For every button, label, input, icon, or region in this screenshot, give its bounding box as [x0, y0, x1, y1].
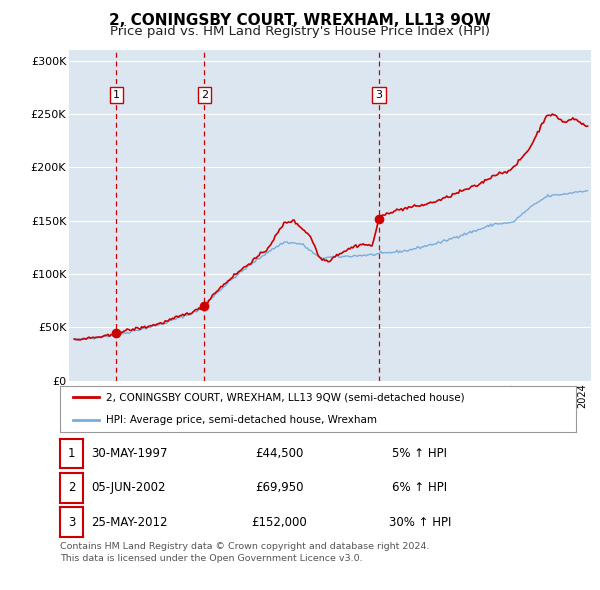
- Text: Price paid vs. HM Land Registry's House Price Index (HPI): Price paid vs. HM Land Registry's House …: [110, 25, 490, 38]
- Text: HPI: Average price, semi-detached house, Wrexham: HPI: Average price, semi-detached house,…: [106, 415, 377, 425]
- Text: 30% ↑ HPI: 30% ↑ HPI: [389, 516, 451, 529]
- Text: 2, CONINGSBY COURT, WREXHAM, LL13 9QW: 2, CONINGSBY COURT, WREXHAM, LL13 9QW: [109, 13, 491, 28]
- Text: 05-JUN-2002: 05-JUN-2002: [92, 481, 166, 494]
- Text: 3: 3: [68, 516, 75, 529]
- Text: 25-MAY-2012: 25-MAY-2012: [91, 516, 167, 529]
- Text: 1: 1: [113, 90, 120, 100]
- Text: Contains HM Land Registry data © Crown copyright and database right 2024.
This d: Contains HM Land Registry data © Crown c…: [60, 542, 430, 563]
- Text: 3: 3: [376, 90, 383, 100]
- Text: 2: 2: [68, 481, 75, 494]
- Text: £152,000: £152,000: [251, 516, 307, 529]
- Text: 6% ↑ HPI: 6% ↑ HPI: [392, 481, 448, 494]
- Text: £44,500: £44,500: [255, 447, 303, 460]
- Text: 5% ↑ HPI: 5% ↑ HPI: [392, 447, 448, 460]
- Text: 1: 1: [68, 447, 75, 460]
- Text: 2: 2: [201, 90, 208, 100]
- Text: 2, CONINGSBY COURT, WREXHAM, LL13 9QW (semi-detached house): 2, CONINGSBY COURT, WREXHAM, LL13 9QW (s…: [106, 392, 465, 402]
- Text: £69,950: £69,950: [255, 481, 303, 494]
- Text: 30-MAY-1997: 30-MAY-1997: [91, 447, 167, 460]
